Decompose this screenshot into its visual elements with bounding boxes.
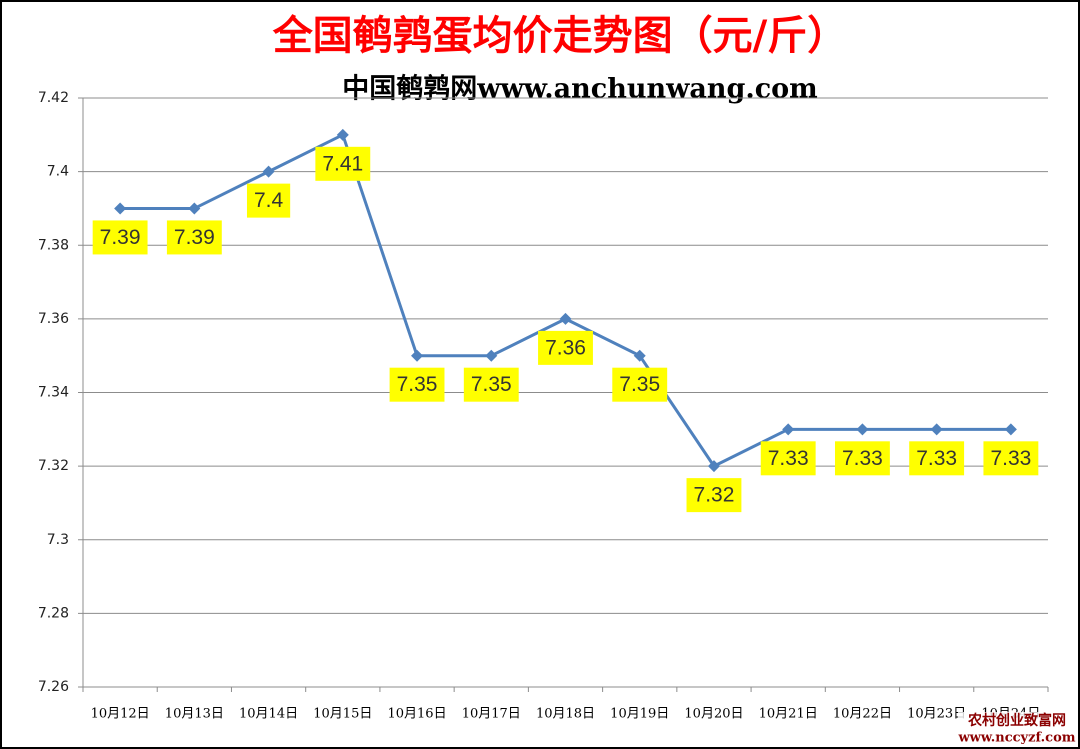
value-label: 7.33	[916, 447, 957, 470]
value-label-bg	[538, 330, 593, 365]
marker	[262, 165, 275, 178]
x-tick-label: 10月13日	[165, 707, 224, 722]
x-tick-label: 10月12日	[91, 707, 150, 722]
marker	[559, 312, 572, 325]
x-tick-label: 10月21日	[759, 707, 818, 722]
value-label-bg	[909, 441, 965, 476]
x-tick-label: 10月19日	[610, 707, 669, 722]
y-tick-label: 7.38	[38, 237, 69, 253]
value-label-bg	[612, 367, 668, 402]
marker	[485, 349, 498, 362]
marker	[114, 202, 127, 215]
y-tick-label: 7.3	[47, 532, 69, 548]
value-label: 7.33	[842, 447, 883, 470]
value-label-bg	[166, 220, 222, 255]
watermark-url: www.nccyzf.com	[957, 731, 1075, 746]
marker	[633, 349, 646, 362]
value-label-bg	[92, 220, 148, 255]
value-label-bg	[246, 183, 291, 218]
value-label: 7.32	[694, 484, 735, 507]
value-label: 7.39	[174, 226, 215, 249]
value-label: 7.35	[619, 373, 660, 396]
chart-title: 全国鹌鹑蛋均价走势图（元/斤）	[272, 13, 848, 59]
value-label-bg	[315, 146, 371, 181]
value-label: 7.35	[397, 373, 438, 396]
value-label: 7.35	[471, 373, 512, 396]
watermark-name: 农村创业致富网	[967, 712, 1066, 729]
y-tick-label: 7.34	[38, 385, 69, 401]
marker	[336, 128, 349, 141]
value-label-bg	[983, 441, 1039, 476]
x-tick-label: 10月15日	[313, 707, 372, 722]
marker	[856, 423, 869, 436]
x-tick-label: 10月17日	[462, 707, 521, 722]
marker	[1004, 423, 1017, 436]
y-tick-label: 7.4	[47, 164, 69, 180]
watermark-bg	[958, 712, 1076, 746]
value-label: 7.33	[768, 447, 809, 470]
value-label: 7.4	[254, 189, 284, 212]
x-tick-label: 10月16日	[387, 707, 446, 722]
x-tick-label: 10月14日	[239, 707, 298, 722]
value-label: 7.33	[990, 447, 1031, 470]
value-label: 7.36	[545, 336, 586, 359]
value-label: 7.39	[100, 226, 141, 249]
x-tick-label: 10月23日	[907, 707, 966, 722]
y-tick-label: 7.42	[38, 90, 69, 106]
value-label: 7.41	[322, 152, 363, 175]
chart-subtitle: 中国鹌鹑网www.anchunwang.com	[342, 74, 818, 105]
value-label-bg	[686, 478, 742, 513]
value-label-bg	[834, 441, 890, 476]
y-tick-label: 7.36	[38, 311, 69, 327]
x-tick-label: 10月22日	[833, 707, 892, 722]
y-tick-label: 7.32	[38, 458, 69, 474]
y-tick-label: 7.26	[38, 679, 69, 695]
y-tick-label: 7.28	[38, 605, 69, 621]
x-tick-label: 10月18日	[536, 707, 595, 722]
marker	[782, 423, 795, 436]
marker	[411, 349, 424, 362]
value-label-bg	[463, 367, 519, 402]
marker	[930, 423, 943, 436]
value-label-bg	[760, 441, 816, 476]
marker	[707, 460, 720, 473]
value-label-bg	[389, 367, 445, 402]
marker	[188, 202, 201, 215]
x-tick-label: 10月20日	[684, 707, 743, 722]
